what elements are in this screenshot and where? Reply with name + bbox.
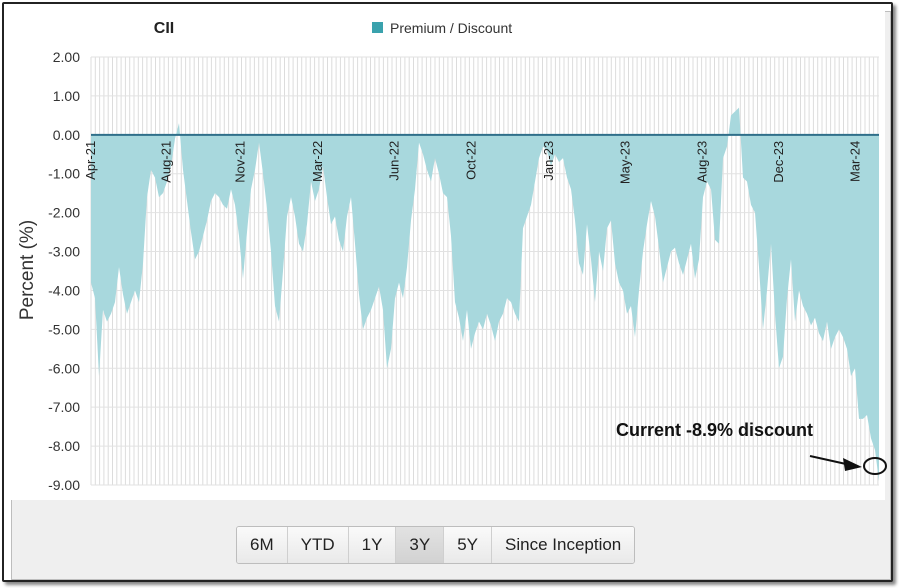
range-ytd-button[interactable]: YTD (287, 527, 349, 563)
y-tick-label: -5.00 (48, 321, 80, 337)
x-tick-label: Mar-24 (847, 141, 862, 182)
chart-title: CII (154, 20, 174, 37)
x-tick-label: Oct-22 (464, 141, 479, 180)
legend-swatch (372, 22, 383, 33)
x-tick-label: Aug-23 (695, 141, 710, 183)
range-3y-button[interactable]: 3Y (396, 527, 445, 563)
y-tick-label: -4.00 (48, 282, 80, 298)
x-tick-label: Dec-23 (771, 141, 786, 183)
x-tick-label: Jan-23 (541, 141, 556, 181)
y-tick-label: -9.00 (48, 477, 80, 493)
y-axis-title: Percent (%) (17, 220, 38, 320)
current-discount-annotation: Current -8.9% discount (616, 420, 813, 440)
current-value-circle (863, 457, 887, 475)
range-1y-button[interactable]: 1Y (348, 527, 397, 563)
x-tick-label: Apr-21 (83, 141, 98, 180)
x-tick-label: Aug-21 (159, 141, 174, 183)
y-tick-label: -8.00 (48, 438, 80, 454)
y-tick-label: -7.00 (48, 399, 80, 415)
y-tick-label: 0.00 (53, 127, 80, 143)
legend-label[interactable]: Premium / Discount (390, 20, 512, 36)
range-5y-button[interactable]: 5Y (444, 527, 493, 563)
y-tick-label: -3.00 (48, 244, 80, 260)
range-selector: 6M YTD 1Y 3Y 5Y Since Inception (236, 526, 636, 564)
range-6m-button[interactable]: 6M (237, 527, 288, 563)
x-tick-label: Mar-22 (310, 141, 325, 182)
vertical-grid (90, 57, 879, 485)
x-tick-label: Jun-22 (386, 141, 401, 181)
premium-discount-area (91, 107, 879, 482)
annotation-arrow (809, 455, 887, 475)
x-tick-label: May-23 (617, 141, 632, 184)
y-tick-label: -1.00 (48, 166, 80, 182)
y-tick-label: -2.00 (48, 205, 80, 221)
y-tick-label: -6.00 (48, 360, 80, 376)
y-tick-label: 2.00 (53, 49, 80, 65)
x-axis: Apr-21 Aug-21 Nov-21 Mar-22 Jun-22 Oct-22 Jan-… (83, 141, 862, 184)
range-since-inception-button[interactable]: Since Inception (492, 527, 635, 563)
x-tick-label: Nov-21 (233, 141, 248, 183)
y-tick-label: 1.00 (53, 88, 80, 104)
y-axis: 2.00 1.00 0.00 -1.00 -2.00 -3.00 -4.00 -5.00 -6.… (48, 49, 80, 493)
